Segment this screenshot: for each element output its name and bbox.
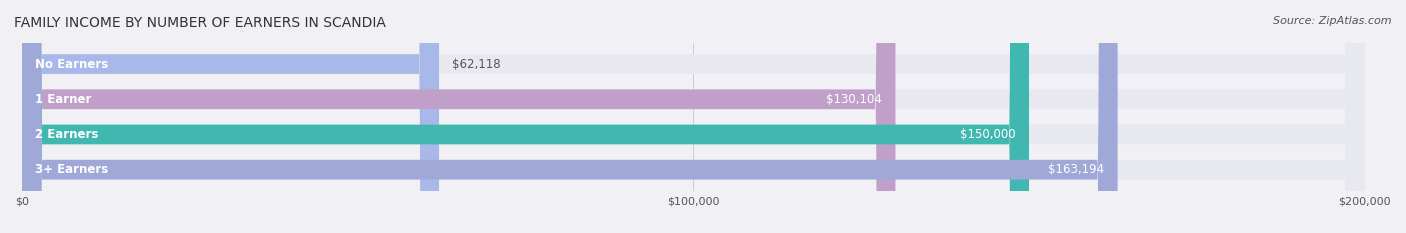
Text: $62,118: $62,118 [453,58,501,71]
Text: No Earners: No Earners [35,58,108,71]
Text: $163,194: $163,194 [1047,163,1104,176]
FancyBboxPatch shape [22,0,1118,233]
FancyBboxPatch shape [22,0,1365,233]
FancyBboxPatch shape [22,0,1365,233]
FancyBboxPatch shape [22,0,896,233]
FancyBboxPatch shape [22,0,439,233]
Text: Source: ZipAtlas.com: Source: ZipAtlas.com [1274,16,1392,26]
FancyBboxPatch shape [22,0,1029,233]
Text: 1 Earner: 1 Earner [35,93,91,106]
FancyBboxPatch shape [22,0,1365,233]
FancyBboxPatch shape [22,0,1365,233]
Text: FAMILY INCOME BY NUMBER OF EARNERS IN SCANDIA: FAMILY INCOME BY NUMBER OF EARNERS IN SC… [14,16,385,30]
Text: $130,104: $130,104 [827,93,882,106]
Text: 3+ Earners: 3+ Earners [35,163,108,176]
Text: $150,000: $150,000 [960,128,1015,141]
Text: 2 Earners: 2 Earners [35,128,98,141]
